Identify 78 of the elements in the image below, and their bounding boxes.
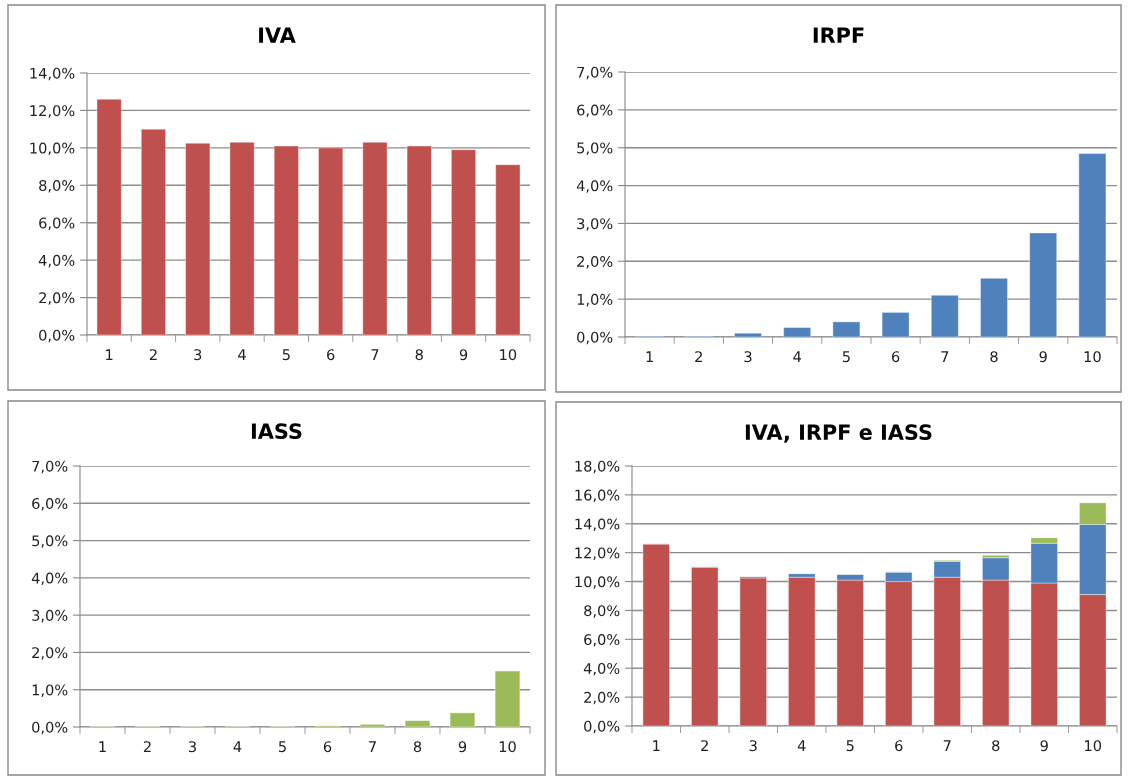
y-tick-label: 3,0% <box>577 218 613 231</box>
chart-title: IASS <box>251 423 302 440</box>
x-tick-label: 5 <box>846 740 854 752</box>
y-tick-label: 5,0% <box>577 142 613 155</box>
x-tick-label: 8 <box>415 349 423 361</box>
y-tick-label: 2,0% <box>32 647 68 660</box>
y-tick-label: 0,0% <box>32 721 68 735</box>
y-tick-label: 10,0% <box>30 142 75 156</box>
y-tick-label: 18,0% <box>575 460 620 474</box>
y-tick-label: 3,0% <box>32 609 68 623</box>
y-tick-label: 12,0% <box>575 547 620 560</box>
y-tick-label: 6,0% <box>39 217 75 230</box>
y-tick-label: 6,0% <box>584 634 620 647</box>
y-tick-label: 14,0% <box>575 518 620 532</box>
x-tick-label: 9 <box>1039 351 1047 363</box>
x-tick-label: 4 <box>233 741 242 752</box>
x-tick-label: 8 <box>413 741 422 753</box>
y-tick-label: 7,0% <box>577 66 613 80</box>
x-tick-label: 9 <box>1040 740 1048 752</box>
x-tick-label: 5 <box>282 349 290 361</box>
y-tick-label: 16,0% <box>575 489 620 503</box>
x-tick-label: 6 <box>895 740 903 752</box>
y-tick-label: 7,0% <box>32 460 68 474</box>
y-tick-label: 4,0% <box>576 180 613 193</box>
y-tick-label: 2,0% <box>584 691 620 705</box>
y-tick-label: 6,0% <box>32 498 68 511</box>
y-tick-label: 2,0% <box>577 256 613 269</box>
x-tick-label: 2 <box>149 349 157 360</box>
x-tick-label: 10 <box>500 349 517 361</box>
x-tick-label: 7 <box>943 740 951 751</box>
x-tick-label: 6 <box>891 351 900 363</box>
x-tick-label: 1 <box>106 349 113 360</box>
chart-title: IRPF <box>813 27 864 43</box>
x-tick-label: 7 <box>941 351 949 362</box>
y-tick-label: 4,0% <box>31 572 68 586</box>
y-tick-label: 10,0% <box>575 576 620 589</box>
x-tick-label: 8 <box>992 740 1000 752</box>
x-tick-label: 7 <box>369 741 376 752</box>
y-tick-label: 0,0% <box>577 331 613 345</box>
x-tick-label: 9 <box>459 349 468 361</box>
y-tick-label: 12,0% <box>30 105 75 118</box>
x-tick-label: 3 <box>188 741 196 753</box>
x-tick-label: 1 <box>646 351 653 362</box>
x-tick-label: 2 <box>695 351 702 362</box>
x-tick-label: 1 <box>99 741 106 752</box>
x-tick-label: 10 <box>1084 351 1101 363</box>
x-tick-label: 4 <box>793 351 802 362</box>
y-tick-label: 1,0% <box>577 293 613 307</box>
x-tick-label: 3 <box>194 349 202 361</box>
x-tick-label: 10 <box>499 741 516 753</box>
x-tick-label: 6 <box>327 349 335 361</box>
x-tick-label: 9 <box>458 741 467 753</box>
chart-title: IVA <box>259 27 296 43</box>
y-tick-label: 2,0% <box>39 292 75 305</box>
x-tick-label: 10 <box>1085 740 1102 752</box>
x-tick-label: 5 <box>278 741 286 753</box>
x-tick-label: 2 <box>701 740 708 751</box>
x-tick-label: 2 <box>143 741 151 752</box>
x-tick-label: 5 <box>842 351 850 363</box>
y-tick-label: 0,0% <box>39 329 75 343</box>
y-tick-label: 0,0% <box>584 720 620 734</box>
y-tick-label: 6,0% <box>577 104 613 118</box>
x-tick-label: 7 <box>371 349 379 360</box>
x-tick-label: 6 <box>323 741 332 753</box>
x-tick-label: 4 <box>797 740 806 751</box>
y-tick-label: 8,0% <box>584 605 620 618</box>
chart-title: IVA, IRPF e IASS <box>745 424 932 443</box>
x-tick-label: 3 <box>749 740 757 752</box>
y-tick-label: 1,0% <box>32 684 68 697</box>
y-tick-label: 5,0% <box>32 535 68 548</box>
y-tick-label: 4,0% <box>583 662 620 676</box>
y-tick-label: 4,0% <box>38 254 75 268</box>
x-tick-label: 8 <box>990 351 998 363</box>
y-tick-label: 14,0% <box>30 67 75 81</box>
y-tick-label: 8,0% <box>39 180 75 193</box>
x-tick-label: 3 <box>744 351 752 363</box>
x-tick-label: 4 <box>238 349 246 360</box>
x-tick-label: 1 <box>653 740 660 751</box>
